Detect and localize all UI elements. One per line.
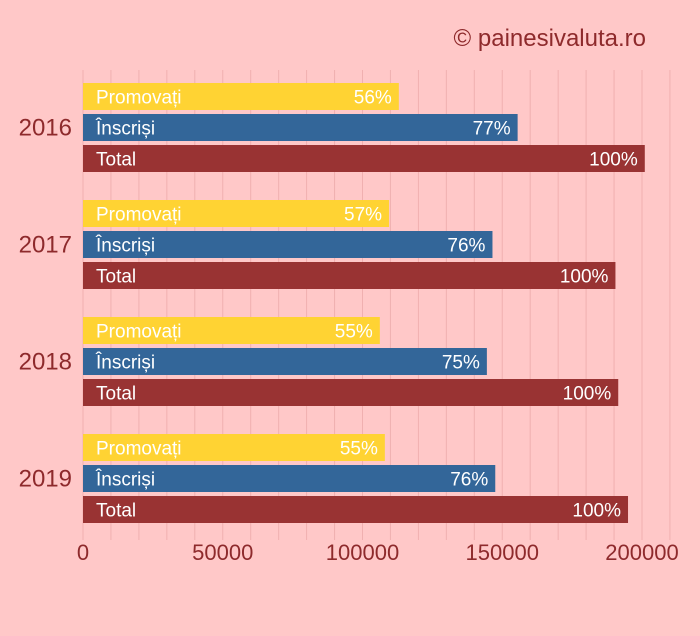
category-label-2019: 2019: [19, 466, 72, 493]
bar-înscriși-2018: [83, 348, 487, 375]
bar-total-2017: [83, 262, 616, 289]
bar-percent-label: 100%: [589, 150, 638, 171]
bar-series-label: Total: [96, 267, 136, 288]
bar-înscriși-2019: [83, 465, 496, 492]
bar-promovați-2017: [83, 200, 390, 227]
bar-percent-label: 55%: [340, 439, 378, 460]
x-tick-label: 0: [77, 540, 89, 565]
bar-percent-label: 76%: [450, 470, 488, 491]
bar-percent-label: 77%: [473, 119, 511, 140]
bar-total-2019: [83, 496, 629, 523]
category-label-2018: 2018: [19, 349, 72, 376]
category-label-2017: 2017: [19, 232, 72, 259]
x-tick-label: 200000: [605, 540, 678, 565]
bars-group: Promovați 56% Înscriși 77% Total 100% Promovaț…: [83, 83, 645, 523]
copyright-text: © painesivaluta.ro: [454, 25, 646, 52]
x-axis-ticks: 0 50000 100000 150000 200000: [77, 540, 679, 565]
bar-series-label: Total: [96, 384, 136, 405]
x-tick-label: 50000: [192, 540, 253, 565]
bar-series-label: Înscriși: [95, 352, 155, 374]
bar-percent-label: 55%: [335, 322, 373, 343]
x-tick-label: 150000: [466, 540, 539, 565]
bar-percent-label: 56%: [354, 88, 392, 109]
bar-promovați-2019: [83, 434, 385, 461]
bar-promovați-2016: [83, 83, 399, 110]
bar-total-2018: [83, 379, 619, 406]
bar-înscriși-2016: [83, 114, 518, 141]
category-labels: 2016 2017 2018 2019: [19, 115, 72, 493]
bar-series-label: Înscriși: [95, 469, 155, 491]
bar-series-label: Promovați: [96, 88, 182, 109]
x-tick-label: 100000: [326, 540, 399, 565]
bar-series-label: Înscriși: [95, 235, 155, 257]
bar-percent-label: 100%: [560, 267, 609, 288]
bar-percent-label: 100%: [563, 384, 612, 405]
bar-series-label: Promovați: [96, 322, 182, 343]
bar-series-label: Total: [96, 150, 136, 171]
bar-series-label: Înscriși: [95, 118, 155, 140]
bar-percent-label: 76%: [447, 236, 485, 257]
category-label-2016: 2016: [19, 115, 72, 142]
bar-percent-label: 100%: [572, 501, 621, 522]
bar-înscriși-2017: [83, 231, 493, 258]
bar-percent-label: 75%: [442, 353, 480, 374]
bar-total-2016: [83, 145, 645, 172]
bar-series-label: Promovați: [96, 439, 182, 460]
bar-series-label: Total: [96, 501, 136, 522]
bar-percent-label: 57%: [344, 205, 382, 226]
bar-promovați-2018: [83, 317, 380, 344]
bar-series-label: Promovați: [96, 205, 182, 226]
